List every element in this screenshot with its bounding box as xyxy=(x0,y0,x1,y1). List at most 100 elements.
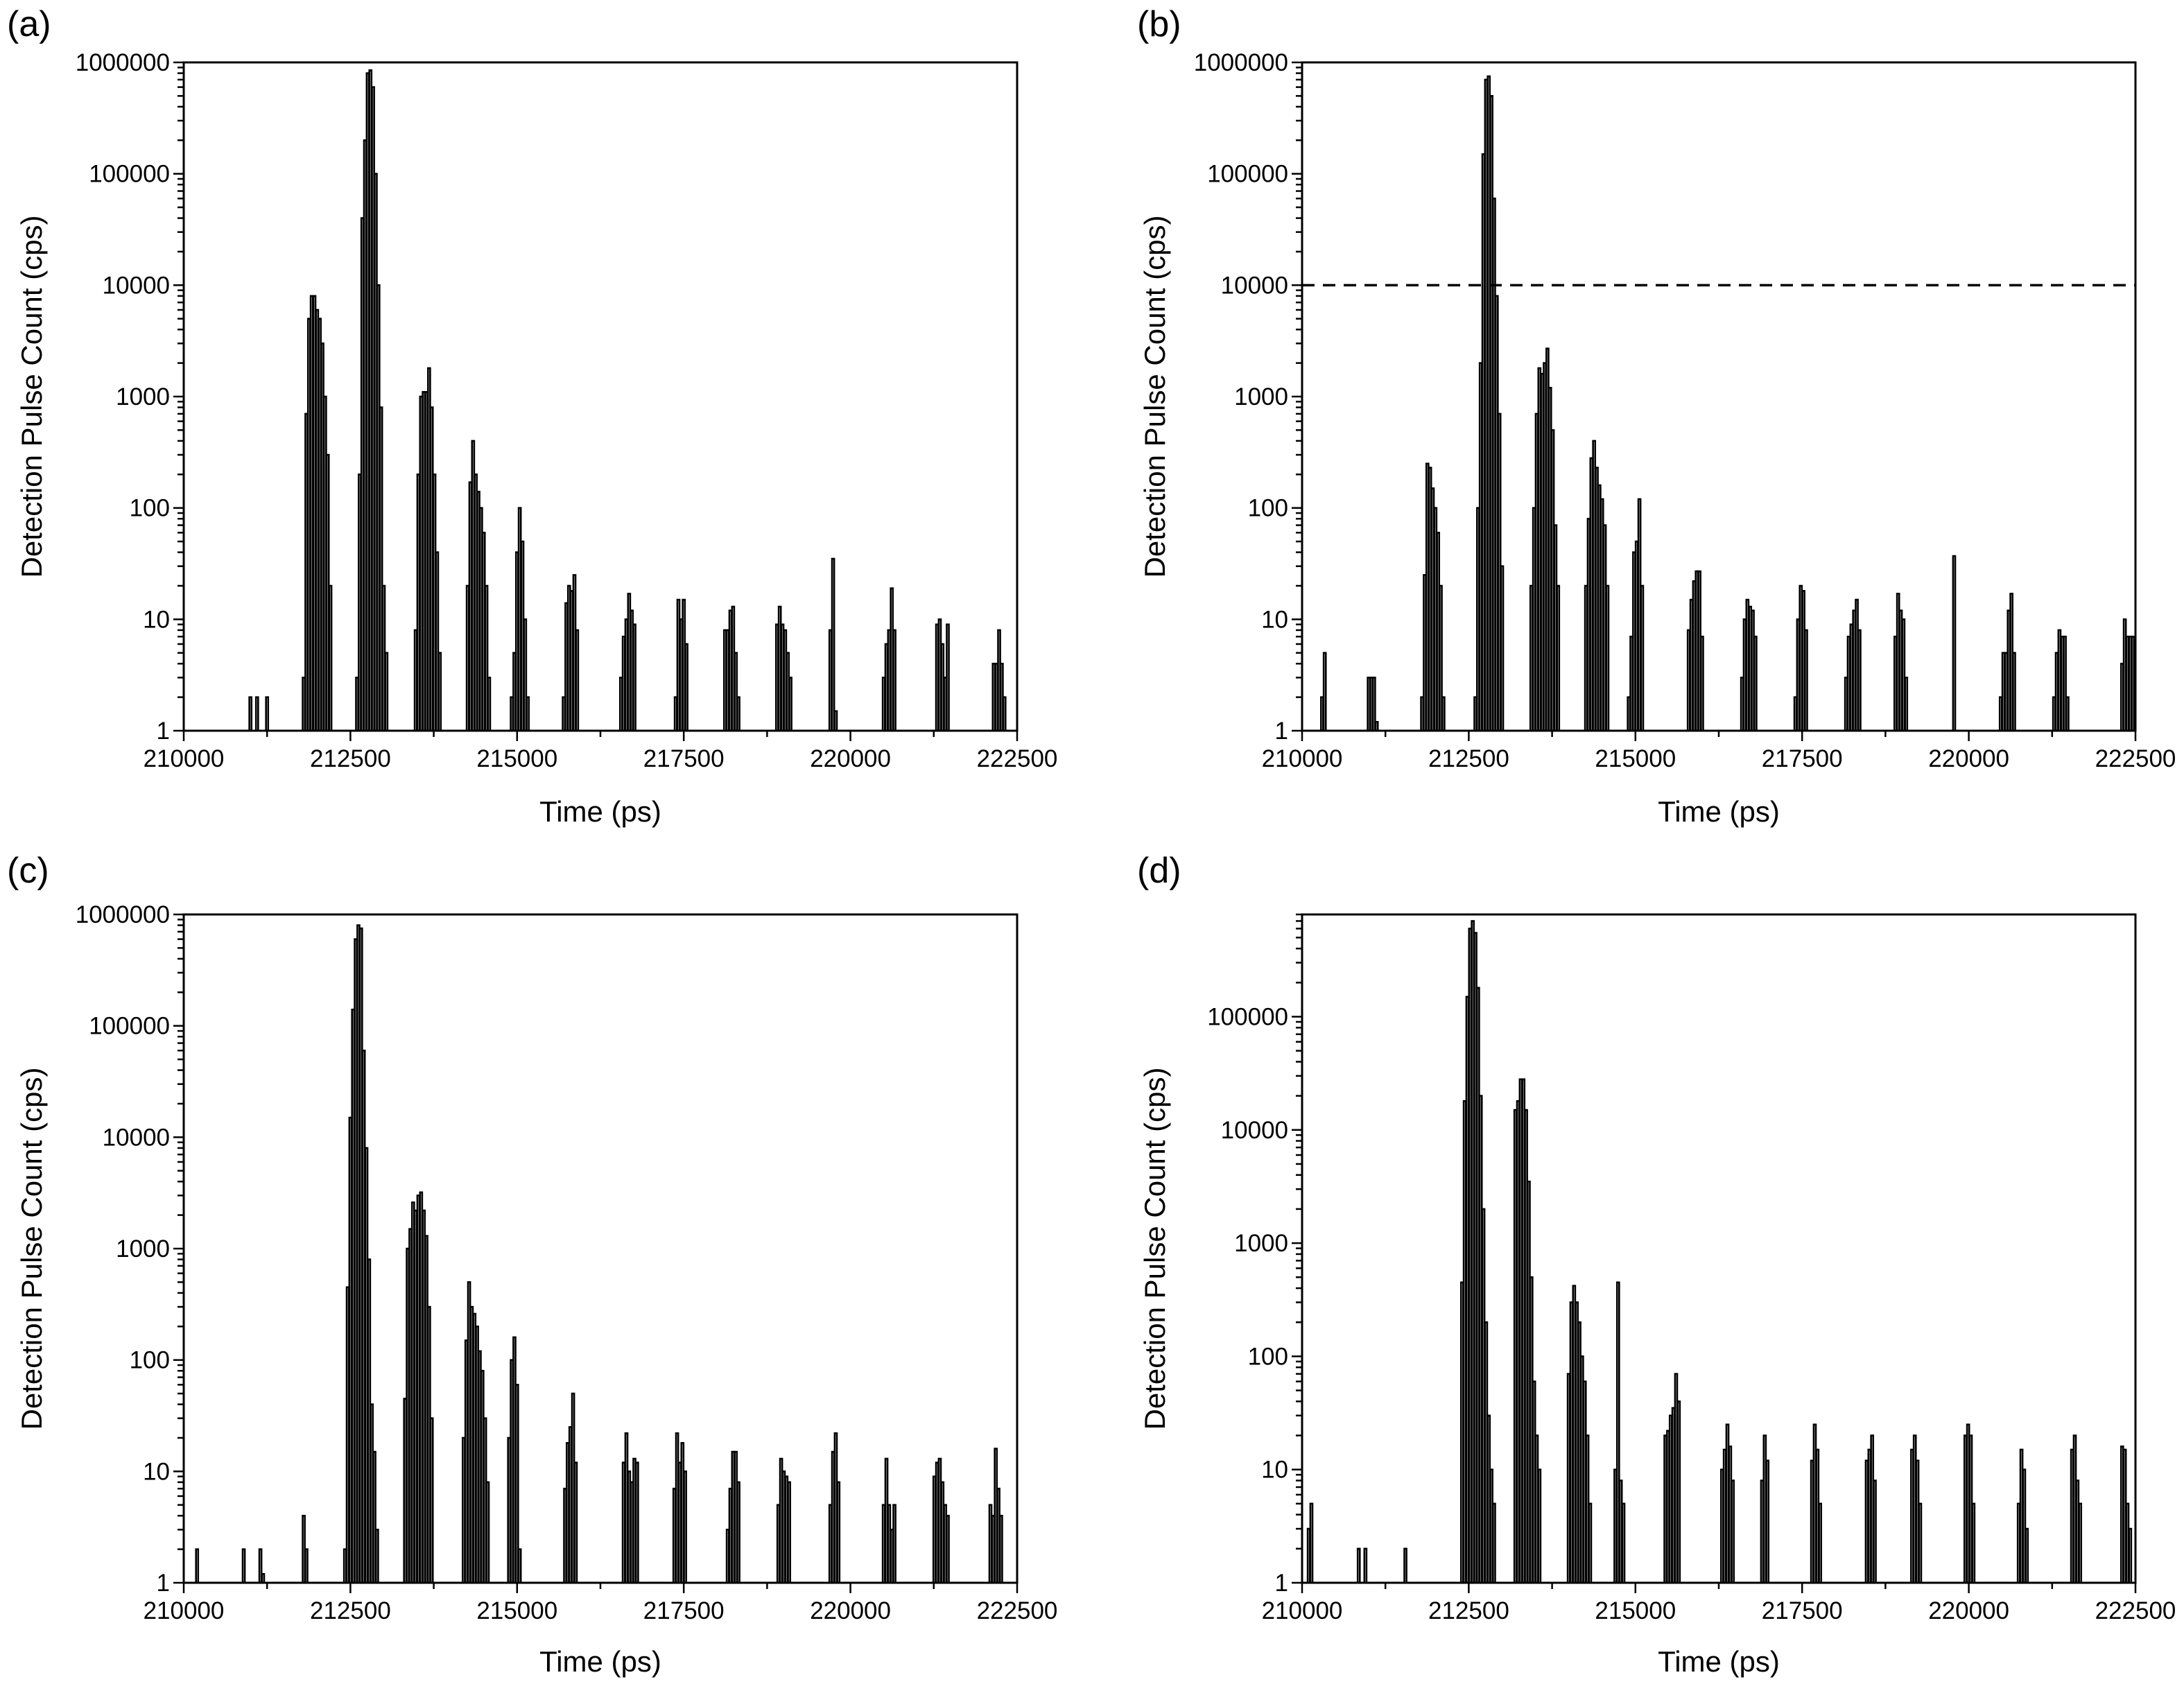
histogram-bar xyxy=(736,1481,740,1584)
y-tick-label: 1000000 xyxy=(76,49,170,76)
histogram-bar xyxy=(1731,1479,1735,1584)
x-tick-label: 210000 xyxy=(1262,1597,1343,1624)
histogram-bar xyxy=(1700,635,1704,732)
y-tick-label: 1 xyxy=(1275,1570,1288,1597)
histogram-bar xyxy=(1309,1502,1314,1584)
histogram-bar xyxy=(892,1504,896,1584)
histogram-bar xyxy=(684,643,688,732)
x-tick-label: 212500 xyxy=(310,745,391,772)
histogram-bar xyxy=(2065,696,2070,732)
y-tick-label: 10000 xyxy=(103,272,170,299)
histogram-bar xyxy=(831,557,835,732)
histogram-bar xyxy=(261,1572,266,1584)
histogram-bar xyxy=(1753,635,1758,732)
histogram-bar xyxy=(1818,1502,1822,1584)
x-tick-label: 222500 xyxy=(977,745,1058,772)
y-axis-title-b: Detection Pulse Count (cps) xyxy=(1138,216,1171,578)
y-tick-label: 1 xyxy=(157,718,170,745)
y-axis-title-a: Detection Pulse Count (cps) xyxy=(15,216,48,578)
y-tick-label: 1000000 xyxy=(76,901,170,928)
y-tick-label: 1 xyxy=(157,1570,170,1597)
histogram-bar xyxy=(1640,584,1645,732)
histogram-bar xyxy=(787,1481,791,1584)
histogram-bar xyxy=(487,677,492,732)
y-tick-label: 100000 xyxy=(1207,1003,1288,1030)
y-tick-label: 10 xyxy=(1261,1457,1288,1484)
x-tick-label: 220000 xyxy=(1928,1597,2009,1624)
histogram-bar xyxy=(1556,584,1561,732)
histogram-bar xyxy=(635,1461,639,1584)
x-tick-label: 212500 xyxy=(1428,745,1509,772)
histogram-bar xyxy=(1322,652,1327,732)
x-tick-label: 217500 xyxy=(643,1597,725,1624)
histogram-bar xyxy=(1873,1479,1877,1584)
histogram-bar xyxy=(1363,1547,1368,1584)
y-tick-label: 10000 xyxy=(1221,272,1288,299)
y-tick-label: 10 xyxy=(143,1458,170,1485)
histogram-bar xyxy=(683,1470,687,1584)
histogram-bar xyxy=(1374,720,1379,732)
histogram-bar xyxy=(517,1548,522,1584)
bar-layer-d xyxy=(1306,920,2133,1584)
histogram-bar xyxy=(1765,1459,1770,1584)
x-tick-label: 220000 xyxy=(810,1597,891,1624)
bar-layer-b xyxy=(1320,75,2135,732)
x-axis-d: 210000 212500 215000 217500 220000 222500 xyxy=(1262,1583,2176,1624)
x-tick-label: 220000 xyxy=(810,745,891,772)
x-tick-label: 222500 xyxy=(977,1597,1058,1624)
histogram-bar xyxy=(2128,1527,2133,1584)
y-tick-label: 100 xyxy=(1248,1343,1288,1370)
x-tick-label: 212500 xyxy=(310,1597,391,1624)
x-tick-label: 215000 xyxy=(476,1597,557,1624)
histogram-bar xyxy=(788,677,792,732)
x-tick-label: 220000 xyxy=(1928,745,2009,772)
x-tick-label: 210000 xyxy=(144,1597,225,1624)
x-axis-title-a: Time (ps) xyxy=(539,795,661,828)
histogram-bar xyxy=(248,696,252,732)
y-tick-label: 100000 xyxy=(89,1013,170,1040)
x-tick-label: 217500 xyxy=(1762,1597,1843,1624)
y-axis-b: 1 10 100 1000 10000 100000 1000000 xyxy=(1194,49,1302,745)
histogram-bar xyxy=(437,652,442,732)
x-tick-label: 215000 xyxy=(1595,745,1676,772)
y-tick-label: 1000 xyxy=(1234,1230,1288,1257)
histogram-bar xyxy=(1971,1502,1976,1584)
x-tick-label: 222500 xyxy=(2095,1597,2176,1624)
plot-frame-d xyxy=(1301,913,2137,1584)
plot-frame-c xyxy=(182,913,1019,1584)
histogram-bar xyxy=(1588,1502,1593,1584)
histogram-bar xyxy=(265,696,270,732)
histogram-bar xyxy=(1492,1502,1496,1584)
y-axis-a: 1 10 100 1000 10000 100000 1000000 xyxy=(76,49,184,745)
histogram-bar xyxy=(195,1548,200,1584)
x-axis-title-d: Time (ps) xyxy=(1658,1645,1780,1678)
histogram-bar xyxy=(632,623,636,732)
histogram-bar xyxy=(384,652,389,732)
histogram-bar xyxy=(485,1481,490,1584)
histogram-bar xyxy=(946,623,950,732)
x-tick-label: 217500 xyxy=(1762,745,1843,772)
x-axis-a: 210000 212500 215000 217500 220000 222500 xyxy=(144,731,1058,772)
panel-label-a: (a) xyxy=(7,4,51,44)
histogram-bar xyxy=(1904,677,1909,732)
y-axis-d: 1 10 100 1000 10000 100000 xyxy=(1207,913,1302,1597)
y-tick-label: 100 xyxy=(1248,495,1288,522)
histogram-bar xyxy=(1356,1547,1361,1584)
histogram-bar xyxy=(946,1514,950,1584)
histogram-bar xyxy=(1537,1468,1542,1584)
x-tick-label: 210000 xyxy=(144,745,225,772)
histogram-bar xyxy=(1952,555,1957,732)
histogram-bar xyxy=(1441,696,1446,732)
y-tick-label: 100 xyxy=(130,1347,170,1374)
histogram-bar xyxy=(1676,1400,1681,1584)
histogram-bar xyxy=(2012,652,2016,732)
bar-layer-c xyxy=(195,924,1003,1584)
histogram-bar xyxy=(2078,1502,2083,1584)
histogram-bar xyxy=(1621,1502,1626,1584)
panel-label-d: (d) xyxy=(1137,851,1181,891)
histogram-bar xyxy=(254,696,259,732)
histogram-bar xyxy=(1804,629,1808,732)
